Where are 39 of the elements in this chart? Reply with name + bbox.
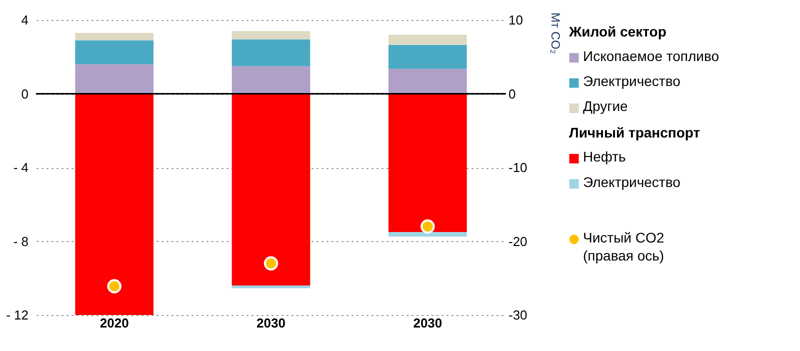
legend-label: Другие [583,98,628,114]
point [264,256,278,270]
x-tick-label: 2030 [256,316,286,330]
bar [75,94,154,315]
bar [75,32,154,40]
x-tick-label: 2030 [413,316,442,330]
bar [388,232,467,237]
bar [388,94,467,232]
y-tick-label: - 4 [13,160,28,175]
bar [388,34,467,45]
point [107,279,122,294]
y-tick-label: 4 [21,12,28,28]
text: Жилой сектор [568,24,666,40]
bar [388,68,467,94]
legend-label: Ископаемое топливо [583,48,720,64]
text: Личный транспорт [569,124,700,140]
y2-tick-label: 0 [508,86,516,102]
bar [232,66,310,94]
bar [388,44,467,69]
y2-tick-label: -10 [508,160,528,175]
point [420,219,435,234]
y-tick-label: - 8 [13,234,28,249]
bar [232,286,310,288]
y2-tick-label: 10 [508,12,523,28]
bar [75,40,154,64]
bar [232,94,310,286]
bar [75,64,154,94]
y2-tick-label: -20 [508,234,528,249]
x-tick-label: 2020 [100,316,129,330]
legend-label: Электричество [583,73,681,90]
bar [232,39,310,66]
bar [232,31,310,40]
legend-label: Нефть [583,148,626,165]
legend-label: Электричество [583,174,681,190]
y2-tick-label: -30 [508,308,528,322]
y-tick-label: - 12 [6,308,28,322]
y-tick-label: 0 [21,86,28,102]
y2-axis-title: Мт CO₂ [548,12,562,54]
legend-label: Чистый CO2 (правая ось) [583,229,664,264]
